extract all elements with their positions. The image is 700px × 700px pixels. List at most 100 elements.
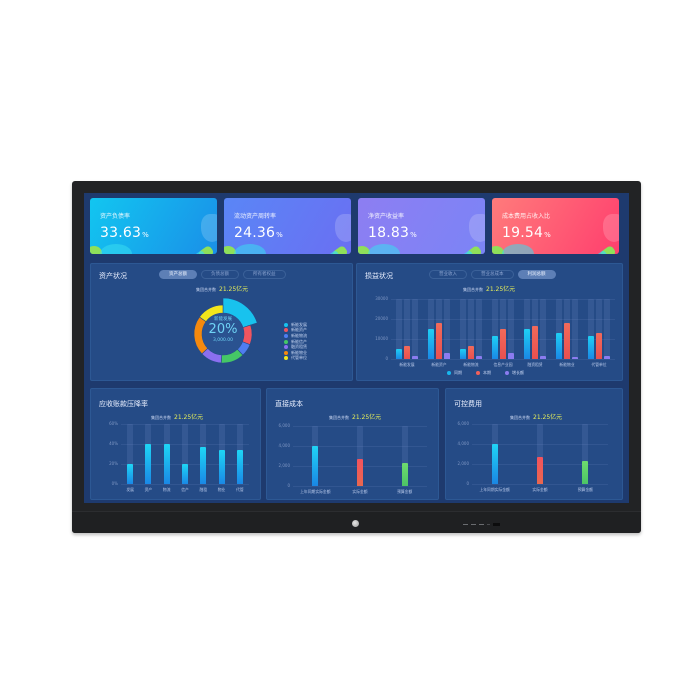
display-monitor: 资产负债率 33.63% 流动资产周转率 24.36% 净资产收益率 18.83% 成本费用… <box>72 181 641 533</box>
bar[interactable] <box>401 463 408 486</box>
grid-line <box>293 426 427 427</box>
bar-track <box>412 299 418 359</box>
legend-dot-icon <box>505 370 509 375</box>
bar-同期[interactable] <box>396 349 402 359</box>
kpi-card[interactable]: 成本费用占收入比 19.54% <box>492 198 619 254</box>
bar[interactable] <box>218 450 225 484</box>
legend-item[interactable]: 本期 <box>476 370 491 376</box>
kpi-card[interactable]: 流动资产周转率 24.36% <box>224 198 351 254</box>
bar-增长额[interactable] <box>412 356 418 359</box>
bar-本期[interactable] <box>564 323 570 359</box>
subtitle-amount: 21.25亿元 <box>219 286 249 293</box>
bar-本期[interactable] <box>436 323 442 359</box>
legend-item[interactable]: 新能物流 <box>284 333 307 339</box>
subtitle: 集团合并数 21.25亿元 <box>196 284 248 293</box>
kpi-card[interactable]: 资产负债率 33.63% <box>90 198 217 254</box>
legend-label: 新能物流 <box>291 332 307 338</box>
bar-增长额[interactable] <box>444 353 450 359</box>
x-axis-label: 代管 <box>236 487 244 492</box>
tab-营业收入[interactable]: 营业收入 <box>429 270 467 279</box>
indicator-light <box>487 523 490 525</box>
bar-增长额[interactable] <box>476 356 482 359</box>
legend-item[interactable]: 融资租赁 <box>284 344 307 350</box>
bar[interactable] <box>182 464 188 484</box>
legend-item[interactable]: 新能物业 <box>284 350 307 356</box>
bar[interactable] <box>163 444 170 484</box>
legend-item[interactable]: 同期 <box>447 370 462 376</box>
asset-legend: 新能发展 新能资产 新能物流 新能信产 融资租赁 新能物业 代管单位 <box>284 322 307 361</box>
subtitle-label: 集团合并数 <box>510 415 530 420</box>
y-axis-tick: 6,000 <box>457 421 469 426</box>
decorative-shape <box>90 246 102 254</box>
tab-所有者权益[interactable]: 所有者权益 <box>243 270 286 279</box>
bar-增长额[interactable] <box>604 356 610 359</box>
bar-增长额[interactable] <box>508 353 514 359</box>
asset-tabs: 资产总额 负债总额 所有者权益 <box>159 270 286 279</box>
legend-label: 新能物业 <box>291 349 307 355</box>
bezel-button[interactable] <box>463 523 468 525</box>
bar-track <box>396 299 402 359</box>
bar[interactable] <box>236 450 243 484</box>
decorative-shape <box>335 214 351 242</box>
panel-title: 直接成本 <box>275 400 303 408</box>
bar-track <box>404 299 410 359</box>
bar-同期[interactable] <box>492 336 498 359</box>
profit-tabs: 营业收入 营业总成本 利润总额 <box>429 270 556 279</box>
legend-label: 新能资产 <box>291 327 307 333</box>
donut-hole <box>202 313 244 355</box>
x-axis-label: 新能资产 <box>431 362 447 367</box>
bar-同期[interactable] <box>556 333 562 359</box>
tab-利润总额[interactable]: 利润总额 <box>517 270 556 279</box>
decorative-shape <box>358 246 370 254</box>
bar-同期[interactable] <box>428 329 434 359</box>
tab-资产总额[interactable]: 资产总额 <box>159 270 197 279</box>
bar[interactable] <box>127 464 134 484</box>
legend-item[interactable]: 代管单位 <box>284 355 307 362</box>
legend-item[interactable]: 新能信产 <box>284 339 307 345</box>
tab-营业总成本[interactable]: 营业总成本 <box>471 270 514 279</box>
x-axis-label: 信息产业园 <box>493 362 513 367</box>
legend-item[interactable]: 新能发展 <box>284 322 307 328</box>
bar-本期[interactable] <box>500 329 506 359</box>
receivable-bar-chart: 60% 40% 20% 0% 发展 资产 物流 信产 融租 物业 代管 <box>91 389 262 501</box>
bar-本期[interactable] <box>404 346 410 359</box>
legend-dot-icon <box>284 356 288 361</box>
legend-label: 融资租赁 <box>291 344 307 350</box>
bar[interactable] <box>312 446 319 486</box>
asset-donut-chart[interactable] <box>183 294 263 374</box>
bar-本期[interactable] <box>596 333 602 359</box>
bar-本期[interactable] <box>468 346 474 359</box>
x-axis-label: 新能物流 <box>463 362 479 367</box>
subtitle-amount: 21.25亿元 <box>486 286 516 293</box>
kpi-unit: % <box>410 231 417 239</box>
donut-center-value: 3,000.00 <box>212 338 234 343</box>
subtitle-label: 集团合并数 <box>329 415 349 420</box>
legend-item[interactable]: 新能资产 <box>284 327 307 334</box>
bar-同期[interactable] <box>588 336 594 359</box>
bar[interactable] <box>357 459 363 486</box>
tab-负债总额[interactable]: 负债总额 <box>201 270 239 279</box>
bar-同期[interactable] <box>460 349 466 359</box>
bar[interactable] <box>200 447 207 484</box>
x-axis-label: 预算金额 <box>397 489 413 494</box>
bar[interactable] <box>537 457 543 484</box>
decorative-shape <box>469 214 485 242</box>
bar[interactable] <box>582 461 589 484</box>
direct-cost-panel: 直接成本 集团合并数 21.25亿元 6,000 4,000 2,000 0 上年同期实际… <box>266 388 439 500</box>
x-axis-label: 代管单位 <box>591 362 607 367</box>
bezel-button[interactable] <box>471 523 476 525</box>
legend-item[interactable]: 增长额 <box>505 370 524 376</box>
bar[interactable] <box>145 444 152 484</box>
decorative-shape <box>502 244 534 254</box>
bar[interactable] <box>491 444 498 484</box>
bezel-button[interactable] <box>479 523 484 525</box>
bar-本期[interactable] <box>532 326 538 359</box>
bar-track <box>468 299 474 359</box>
receivable-panel: 应收账款压降率 集团合并数 21.25亿元 60% 40% 20% 0% 发展 资产 物流 信产… <box>90 388 261 500</box>
bar-增长额[interactable] <box>540 356 546 359</box>
kpi-card[interactable]: 净资产收益率 18.83% <box>358 198 485 254</box>
bar-增长额[interactable] <box>572 357 578 359</box>
subtitle-amount: 21.25亿元 <box>533 414 563 421</box>
profit-bar-chart: 30000 20000 10000 0 新能发展 新能资产 新能物流 信息产业园 融资租赁 新能物… <box>357 264 624 382</box>
bar-同期[interactable] <box>524 329 530 359</box>
